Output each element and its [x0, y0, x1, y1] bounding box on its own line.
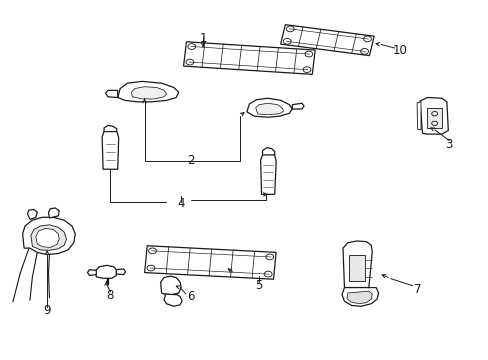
Polygon shape [144, 246, 276, 279]
Polygon shape [419, 98, 447, 134]
Polygon shape [260, 151, 276, 194]
Polygon shape [105, 90, 118, 98]
Polygon shape [292, 103, 304, 109]
Polygon shape [87, 270, 96, 275]
Text: 5: 5 [255, 279, 262, 292]
Polygon shape [48, 208, 59, 218]
Polygon shape [31, 225, 66, 250]
Text: 7: 7 [413, 283, 421, 296]
Polygon shape [416, 102, 420, 130]
Text: 2: 2 [187, 154, 194, 167]
Polygon shape [255, 103, 283, 115]
Polygon shape [341, 288, 378, 306]
Polygon shape [104, 126, 117, 132]
Polygon shape [160, 276, 181, 295]
Polygon shape [22, 217, 75, 255]
Text: 9: 9 [43, 305, 51, 318]
Polygon shape [116, 269, 125, 275]
Text: 3: 3 [445, 138, 452, 150]
Polygon shape [102, 129, 119, 169]
Polygon shape [163, 294, 182, 306]
Text: 4: 4 [177, 197, 184, 210]
Polygon shape [262, 148, 274, 155]
Text: 8: 8 [106, 289, 114, 302]
Polygon shape [342, 241, 371, 288]
Polygon shape [346, 291, 371, 304]
Text: 10: 10 [392, 44, 407, 57]
Text: 1: 1 [199, 32, 206, 45]
Polygon shape [131, 87, 166, 99]
Polygon shape [36, 228, 59, 247]
Polygon shape [183, 42, 315, 75]
Polygon shape [118, 81, 178, 102]
Polygon shape [348, 255, 365, 281]
Polygon shape [27, 210, 37, 220]
Polygon shape [280, 25, 373, 55]
Text: 6: 6 [187, 290, 194, 303]
Polygon shape [427, 108, 441, 128]
Polygon shape [96, 265, 117, 278]
Polygon shape [246, 98, 292, 117]
